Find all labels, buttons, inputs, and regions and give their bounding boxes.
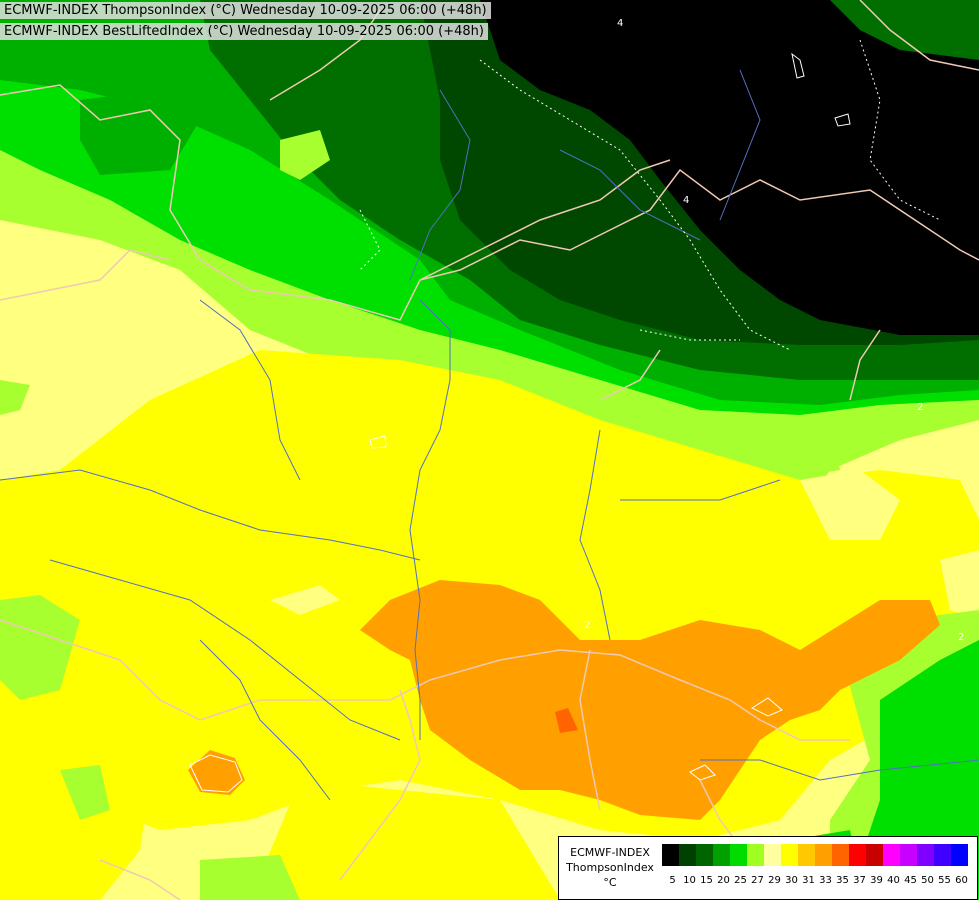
legend-label: 30 bbox=[785, 875, 798, 886]
legend-swatch bbox=[866, 844, 883, 866]
legend-label: 35 bbox=[836, 875, 849, 886]
header-title-thompson: ECMWF-INDEX ThompsonIndex (°C) Wednesday… bbox=[0, 2, 491, 19]
legend-labels: 5 10 15 20 25 27 29 30 31 33 35 37 39 40 45 50 55 60 bbox=[664, 875, 970, 886]
legend-label: 31 bbox=[802, 875, 815, 886]
contour-label: 2 bbox=[917, 402, 923, 413]
legend-label: 40 bbox=[887, 875, 900, 886]
legend-swatch bbox=[917, 844, 934, 866]
legend-label: 10 bbox=[683, 875, 696, 886]
legend-swatch bbox=[747, 844, 764, 866]
pale-yellow-patch bbox=[940, 550, 979, 620]
legend-title: ECMWF-INDEX ThompsonIndex °C bbox=[561, 845, 659, 890]
legend-label: 37 bbox=[853, 875, 866, 886]
black-zone bbox=[480, 0, 979, 335]
legend-swatch bbox=[781, 844, 798, 866]
legend-label: 25 bbox=[734, 875, 747, 886]
legend-swatch bbox=[696, 844, 713, 866]
contour-label: 4 bbox=[617, 18, 623, 29]
legend-swatch bbox=[679, 844, 696, 866]
pale-yellow-patch bbox=[800, 470, 900, 540]
legend-label: 20 bbox=[717, 875, 730, 886]
lime-patch-south bbox=[200, 855, 300, 900]
legend-label: 55 bbox=[938, 875, 951, 886]
lime-patch bbox=[280, 130, 330, 180]
legend-swatch bbox=[900, 844, 917, 866]
legend-label: 15 bbox=[700, 875, 713, 886]
legend-label: 33 bbox=[819, 875, 832, 886]
legend-label: 50 bbox=[921, 875, 934, 886]
lime-patch-sw bbox=[60, 765, 110, 820]
contour-label: 2 bbox=[958, 632, 964, 643]
contour-label: 2 bbox=[584, 620, 590, 631]
legend-label: 29 bbox=[768, 875, 781, 886]
legend-label: 45 bbox=[904, 875, 917, 886]
lime-patch-west bbox=[0, 595, 80, 700]
legend-model: ECMWF-INDEX bbox=[570, 846, 650, 859]
contour-label: 4 bbox=[683, 195, 689, 206]
legend-label: 27 bbox=[751, 875, 764, 886]
rivers bbox=[0, 69, 979, 801]
legend-unit: °C bbox=[603, 876, 617, 889]
legend-swatch bbox=[730, 844, 747, 866]
legend-label: 5 bbox=[669, 875, 676, 886]
legend-label: 39 bbox=[870, 875, 883, 886]
legend-swatch bbox=[713, 844, 730, 866]
green-patch bbox=[80, 90, 200, 175]
lime-patch-west bbox=[0, 380, 30, 415]
legend-swatch bbox=[832, 844, 849, 866]
legend-swatch bbox=[662, 844, 679, 866]
lime-patch-north bbox=[800, 425, 840, 475]
green-patch bbox=[830, 0, 979, 60]
white-contours bbox=[189, 52, 851, 793]
legend-swatch bbox=[798, 844, 815, 866]
yellow-zone-southeast bbox=[250, 780, 560, 900]
legend-index: ThompsonIndex bbox=[566, 861, 654, 874]
color-legend: ECMWF-INDEX ThompsonIndex °C 5 10 15 20 25 27… bbox=[558, 836, 978, 900]
green-patch-east bbox=[860, 640, 979, 900]
pale-yellow-patch bbox=[270, 585, 340, 615]
legend-swatch bbox=[764, 844, 781, 866]
legend-swatch bbox=[849, 844, 866, 866]
legend-swatch bbox=[815, 844, 832, 866]
legend-swatch bbox=[934, 844, 951, 866]
orange-zone bbox=[360, 580, 940, 820]
red-orange-spot bbox=[555, 708, 578, 733]
legend-swatch bbox=[951, 844, 968, 866]
header-title-lifted: ECMWF-INDEX BestLiftedIndex (°C) Wednesd… bbox=[0, 23, 488, 40]
legend-swatch bbox=[883, 844, 900, 866]
lifted-index-contours bbox=[359, 39, 941, 351]
legend-swatches bbox=[662, 844, 968, 866]
legend-label: 60 bbox=[955, 875, 968, 886]
